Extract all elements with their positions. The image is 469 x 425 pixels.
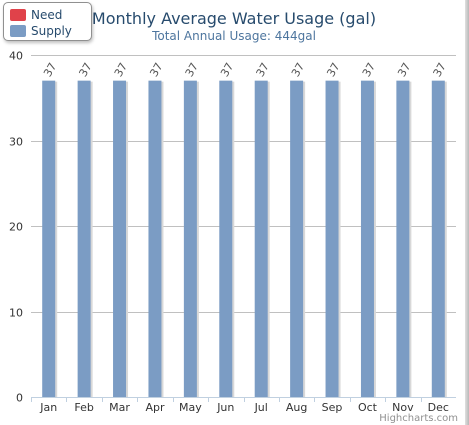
legend: Need Supply xyxy=(3,2,92,41)
bar-supply-aug xyxy=(290,80,304,398)
legend-item-need[interactable]: Need xyxy=(10,8,62,22)
x-tick-label-jul: Jul xyxy=(254,401,268,414)
x-tick-label-nov: Nov xyxy=(392,401,414,414)
data-label-sep: 37 xyxy=(324,61,342,80)
bar-supply-nov xyxy=(396,80,410,398)
data-label-jul: 37 xyxy=(254,61,272,80)
grid-lines xyxy=(31,55,456,398)
bar-supply-may xyxy=(183,80,197,398)
x-tick-label-jan: Jan xyxy=(39,401,57,414)
x-tick-label-feb: Feb xyxy=(74,401,93,414)
bar-series xyxy=(42,80,447,398)
legend-label-need: Need xyxy=(31,8,63,22)
x-tick-label-mar: Mar xyxy=(109,401,130,414)
x-tick-label-oct: Oct xyxy=(358,401,378,414)
data-label-mar: 37 xyxy=(112,61,130,80)
data-label-may: 37 xyxy=(183,61,201,80)
data-labels: 37 37 37 37 37 37 37 37 37 37 37 37 xyxy=(41,61,449,80)
y-tick-label-10: 10 xyxy=(9,307,23,320)
bar-supply-mar xyxy=(113,80,127,398)
x-tick-label-jun: Jun xyxy=(216,401,234,414)
data-label-aug: 37 xyxy=(289,61,307,80)
legend-label-supply: Supply xyxy=(31,24,72,38)
x-tick-label-may: May xyxy=(179,401,202,414)
bar-supply-dec xyxy=(431,80,445,398)
data-label-apr: 37 xyxy=(147,61,165,80)
chart-subtitle: Total Annual Usage: 444gal xyxy=(151,29,316,43)
bar-supply-jan xyxy=(42,80,56,398)
y-tick-label-0: 0 xyxy=(16,392,23,405)
bar-supply-oct xyxy=(360,80,374,398)
x-tick-label-dec: Dec xyxy=(428,401,449,414)
y-tick-label-30: 30 xyxy=(9,136,23,149)
credits-link[interactable]: Highcharts.com xyxy=(379,413,458,424)
bar-supply-jul xyxy=(254,80,268,398)
bar-supply-apr xyxy=(148,80,162,398)
y-tick-label-20: 20 xyxy=(9,221,23,234)
x-tick-label-apr: Apr xyxy=(145,401,165,414)
legend-swatch-supply xyxy=(10,25,26,37)
data-label-feb: 37 xyxy=(76,61,94,80)
data-label-dec: 37 xyxy=(431,61,449,80)
data-label-nov: 37 xyxy=(395,61,413,80)
legend-swatch-need xyxy=(10,9,26,21)
bar-supply-jun xyxy=(219,80,233,398)
data-label-jan: 37 xyxy=(41,61,59,80)
window-edge xyxy=(465,0,469,425)
x-tick-label-sep: Sep xyxy=(322,401,343,414)
bar-supply-sep xyxy=(325,80,339,398)
axes: 0 10 20 30 40 Jan Feb Mar Apr May Jun Jul Aug Sep Oct N… xyxy=(9,50,456,414)
chart-title: Monthly Average Water Usage (gal) xyxy=(92,9,376,28)
y-tick-label-40: 40 xyxy=(9,50,23,63)
x-tick-label-aug: Aug xyxy=(286,401,307,414)
bar-supply-feb xyxy=(77,80,91,398)
data-label-oct: 37 xyxy=(360,61,378,80)
data-label-jun: 37 xyxy=(218,61,236,80)
legend-item-supply[interactable]: Supply xyxy=(10,24,72,38)
